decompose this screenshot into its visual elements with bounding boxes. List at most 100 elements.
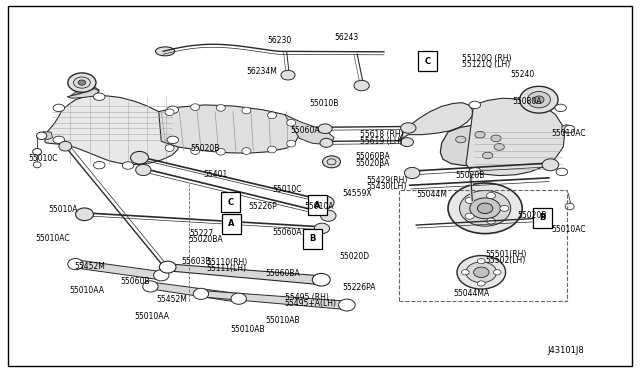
Bar: [399, 190, 567, 301]
Text: 55010AB: 55010AB: [230, 325, 265, 334]
Text: 55020B: 55020B: [456, 171, 485, 180]
Polygon shape: [562, 125, 573, 133]
Text: 55120Q (RH): 55120Q (RH): [462, 54, 511, 63]
Ellipse shape: [461, 270, 469, 275]
Ellipse shape: [556, 168, 568, 176]
Polygon shape: [67, 89, 99, 98]
Ellipse shape: [268, 112, 276, 119]
Text: 55060A: 55060A: [272, 228, 301, 237]
Text: 55618 (RH): 55618 (RH): [360, 130, 403, 139]
Text: 55501(RH): 55501(RH): [485, 250, 527, 259]
Ellipse shape: [193, 288, 209, 299]
FancyBboxPatch shape: [222, 214, 241, 234]
Ellipse shape: [542, 159, 559, 171]
Ellipse shape: [460, 190, 511, 226]
Polygon shape: [165, 264, 326, 285]
Ellipse shape: [320, 138, 333, 147]
Text: 56230: 56230: [268, 36, 292, 45]
Ellipse shape: [154, 270, 169, 281]
Ellipse shape: [339, 299, 355, 311]
Text: 55010C: 55010C: [272, 185, 301, 194]
Polygon shape: [74, 260, 165, 280]
Ellipse shape: [287, 119, 296, 126]
Ellipse shape: [500, 205, 509, 211]
Text: 55010A: 55010A: [49, 205, 78, 214]
Text: 55010AC: 55010AC: [552, 225, 586, 234]
Ellipse shape: [33, 162, 41, 168]
Ellipse shape: [527, 92, 550, 108]
Ellipse shape: [36, 132, 47, 140]
Ellipse shape: [122, 162, 134, 169]
Text: 55060A: 55060A: [290, 126, 319, 135]
Text: 55060BA: 55060BA: [266, 269, 300, 278]
Ellipse shape: [318, 124, 332, 134]
Ellipse shape: [565, 203, 574, 210]
Ellipse shape: [491, 135, 501, 142]
Ellipse shape: [534, 96, 544, 103]
Text: 55226P: 55226P: [248, 202, 277, 211]
Text: 55020D: 55020D: [339, 252, 369, 261]
Ellipse shape: [486, 193, 495, 199]
Text: 55010C: 55010C: [28, 154, 58, 163]
Text: C: C: [227, 198, 234, 207]
Ellipse shape: [136, 164, 151, 176]
Text: 55010AA: 55010AA: [134, 312, 170, 321]
Ellipse shape: [457, 256, 506, 289]
Text: 55226PA: 55226PA: [342, 283, 376, 292]
Polygon shape: [45, 95, 179, 164]
FancyBboxPatch shape: [303, 229, 322, 249]
Ellipse shape: [156, 47, 175, 56]
Ellipse shape: [242, 148, 251, 154]
Polygon shape: [466, 98, 564, 176]
Text: 55060BA: 55060BA: [355, 153, 390, 161]
Ellipse shape: [314, 223, 330, 234]
Polygon shape: [159, 105, 301, 153]
Text: 55619 (LH): 55619 (LH): [360, 137, 403, 146]
Ellipse shape: [316, 196, 334, 209]
Ellipse shape: [456, 136, 466, 143]
Ellipse shape: [59, 141, 72, 151]
Ellipse shape: [323, 156, 340, 168]
Text: 55020βA: 55020βA: [355, 159, 390, 168]
Ellipse shape: [53, 136, 65, 144]
Polygon shape: [440, 125, 506, 166]
Ellipse shape: [465, 213, 474, 219]
Text: 55401: 55401: [204, 170, 228, 179]
Ellipse shape: [131, 151, 148, 164]
Ellipse shape: [470, 198, 500, 219]
Ellipse shape: [404, 167, 420, 179]
Text: 56243: 56243: [334, 33, 358, 42]
Polygon shape: [69, 87, 99, 97]
Ellipse shape: [68, 73, 96, 92]
Text: 54559X: 54559X: [342, 189, 372, 198]
FancyBboxPatch shape: [533, 208, 552, 228]
Ellipse shape: [159, 261, 176, 273]
FancyBboxPatch shape: [418, 51, 437, 71]
Text: 55502(LH): 55502(LH): [485, 256, 525, 265]
Ellipse shape: [191, 148, 200, 154]
Ellipse shape: [93, 161, 105, 169]
Ellipse shape: [242, 107, 251, 114]
Ellipse shape: [68, 259, 83, 270]
Ellipse shape: [477, 281, 485, 286]
Ellipse shape: [287, 140, 296, 147]
Ellipse shape: [564, 125, 575, 133]
Text: 55495+A(LH): 55495+A(LH): [285, 299, 337, 308]
Ellipse shape: [520, 86, 558, 113]
Text: J43101J8: J43101J8: [548, 346, 584, 355]
Ellipse shape: [312, 273, 330, 286]
Ellipse shape: [466, 262, 497, 283]
Ellipse shape: [486, 218, 495, 224]
Ellipse shape: [268, 146, 276, 153]
Text: 55110(RH): 55110(RH): [207, 258, 248, 267]
Ellipse shape: [281, 70, 295, 80]
Text: C: C: [424, 57, 431, 66]
Text: 55111(LH): 55111(LH): [207, 264, 247, 273]
Text: 55020B: 55020B: [517, 211, 547, 219]
Text: 55240: 55240: [511, 70, 535, 79]
Text: B: B: [309, 234, 316, 243]
Polygon shape: [398, 103, 472, 142]
Ellipse shape: [167, 136, 179, 144]
Text: 55452M: 55452M: [156, 295, 187, 304]
Ellipse shape: [354, 80, 369, 91]
